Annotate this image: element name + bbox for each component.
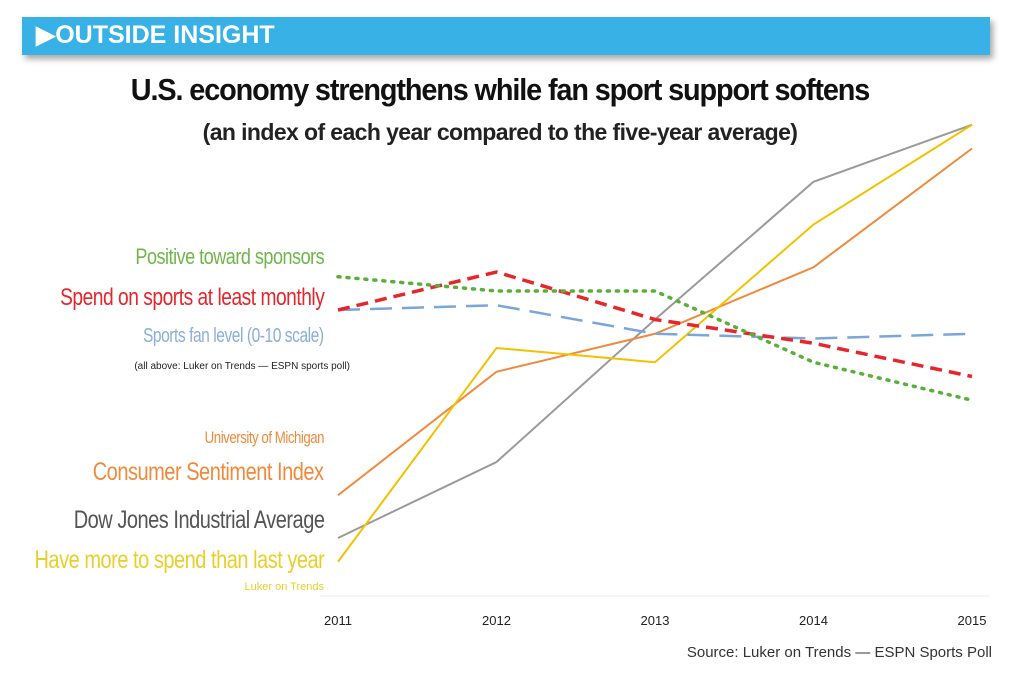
survey-note: (all above: Luker on Trends — ESPN sport… [134,361,350,372]
series-line-consumer-sentiment-index [337,147,973,497]
x-tick-label: 2014 [799,613,828,628]
legend-positive-sponsors: Positive toward sponsors [135,244,324,269]
series-line-dow-jones-industrial-average [337,123,973,539]
series-line-sports-fan-level-0-10-scale [337,303,973,340]
x-tick-label: 2011 [324,613,352,628]
legend-umich-prefix: University of Michigan [204,428,325,447]
series-line-positive-toward-sponsors [336,275,974,402]
banner-label: OUTSIDE INSIGHT [55,21,275,49]
yellow-note: Luker on Trends [244,581,325,593]
legend-have-more: Have more to spend than last year [34,546,324,574]
source-note: Source: Luker on Trends — ESPN Sports Po… [686,644,992,661]
legend-spend-monthly: Spend on sports at least monthly [59,284,325,311]
legend-consumer-sentiment: Consumer Sentiment Index [93,458,324,486]
x-tick-label: 2015 [958,613,987,628]
section-banner: ▶OUTSIDE INSIGHT [22,17,990,55]
legend-dow-jones: Dow Jones Industrial Average [73,506,324,534]
play-triangle-icon: ▶ [36,21,56,49]
x-tick-label: 2012 [482,613,511,628]
x-tick-label: 2013 [641,613,670,628]
chart-title: U.S. economy strengthens while fan sport… [130,72,871,107]
series-line-have-more-to-spend-than-last-year [337,123,973,563]
chart-subtitle: (an index of each year compared to the f… [202,119,798,145]
series-line-spend-on-sports-at-least-monthly [337,270,973,379]
legend-fan-level: Sports fan level (0-10 scale) [143,325,324,347]
